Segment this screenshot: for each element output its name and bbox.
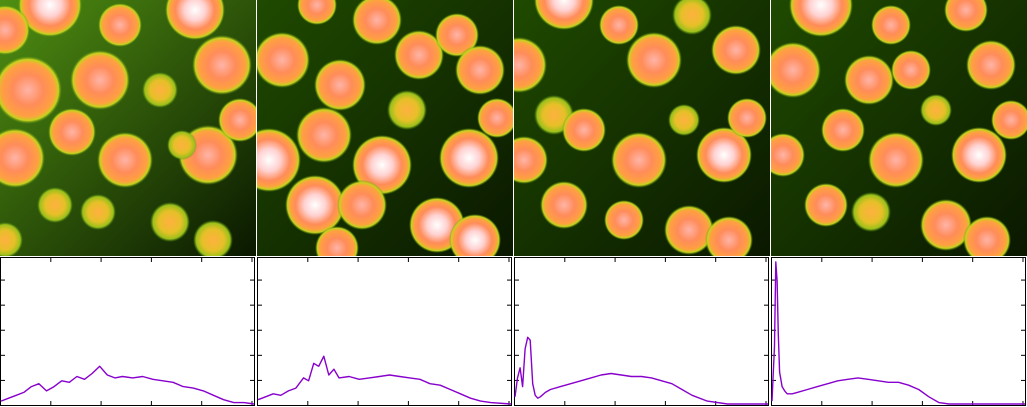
particle — [315, 226, 359, 256]
particle — [804, 183, 848, 227]
particle — [0, 128, 45, 188]
particle — [871, 5, 911, 45]
particle — [435, 13, 479, 57]
particle — [534, 0, 594, 30]
particle — [668, 104, 700, 136]
particle — [626, 32, 682, 88]
plot-frame — [514, 257, 769, 406]
particle — [455, 45, 505, 95]
particle — [868, 132, 924, 188]
particle — [0, 222, 23, 256]
particle — [540, 181, 588, 229]
histogram-line — [257, 355, 512, 405]
particle — [439, 128, 499, 188]
particle — [142, 72, 178, 108]
particle — [562, 108, 606, 152]
particle — [352, 135, 412, 195]
plot-frame — [257, 257, 512, 406]
particle — [352, 0, 402, 45]
histogram-panel-4 — [771, 257, 1026, 406]
particle — [477, 98, 513, 138]
particle — [97, 132, 153, 188]
particle — [48, 108, 96, 156]
particle — [966, 40, 1016, 90]
particle — [0, 56, 62, 124]
particle — [771, 42, 821, 98]
particle — [18, 0, 82, 37]
particle — [387, 90, 427, 130]
particle — [285, 175, 345, 235]
particle — [98, 3, 142, 47]
afm-image-1 — [0, 0, 256, 256]
particle — [944, 0, 988, 32]
afm-image-row — [0, 0, 1027, 256]
particle — [963, 216, 1011, 256]
particle — [394, 30, 444, 80]
particle — [789, 0, 853, 37]
particle — [821, 108, 865, 152]
histogram-panel-3 — [514, 257, 769, 406]
particle — [771, 133, 805, 177]
particle — [664, 205, 714, 255]
particle — [0, 5, 30, 55]
histogram-line — [0, 365, 255, 405]
particle — [314, 59, 366, 111]
particle — [257, 32, 310, 88]
particle — [257, 128, 301, 192]
particle — [192, 35, 252, 95]
histogram-row — [0, 257, 1026, 406]
particle — [711, 25, 761, 75]
afm-image-3 — [514, 0, 770, 256]
particle — [165, 0, 225, 40]
plot-frame — [771, 257, 1026, 406]
particle — [167, 130, 197, 160]
particle — [611, 132, 667, 188]
particle — [599, 5, 639, 45]
particle — [696, 127, 752, 183]
particle — [851, 192, 891, 232]
particle — [920, 199, 972, 251]
particle — [297, 0, 337, 25]
particle — [951, 127, 1007, 183]
histogram-panel-1 — [0, 257, 255, 406]
particle — [70, 50, 130, 110]
particle — [920, 94, 952, 126]
plot-frame — [0, 257, 255, 406]
particle — [193, 220, 233, 256]
particle — [150, 202, 190, 242]
afm-image-2 — [257, 0, 513, 256]
particle — [705, 216, 753, 256]
particle — [514, 136, 548, 184]
particle — [37, 187, 73, 223]
histogram-panel-2 — [257, 257, 512, 406]
particle — [218, 98, 256, 142]
particle — [296, 107, 352, 163]
histogram-line — [771, 261, 1025, 405]
particle — [727, 98, 767, 138]
particle — [991, 100, 1027, 140]
particle — [80, 194, 116, 230]
afm-image-4 — [771, 0, 1027, 256]
particle — [604, 200, 644, 240]
particle — [337, 180, 387, 230]
particle — [449, 214, 501, 256]
particle — [672, 0, 712, 35]
particle — [514, 37, 547, 93]
particle — [844, 55, 894, 105]
particle — [891, 50, 931, 90]
histogram-line — [514, 336, 768, 405]
